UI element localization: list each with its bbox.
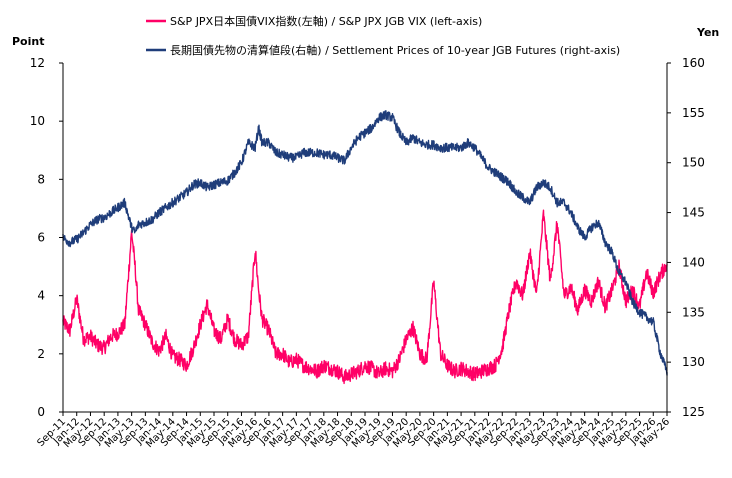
- left-axis-tick-label: 4: [37, 289, 45, 303]
- right-axis-tick-label: 130: [682, 355, 705, 369]
- left-axis-tick-label: 8: [37, 172, 45, 186]
- left-axis-tick-label: 0: [37, 405, 45, 419]
- right-axis-tick-label: 155: [682, 106, 705, 120]
- right-axis-tick-label: 125: [682, 405, 705, 419]
- legend-label-vix: S&P JPX日本国債VIX指数(左軸) / S&P JPX JGB VIX (…: [170, 14, 482, 28]
- series-layer: [62, 110, 668, 385]
- right-axis-unit: Yen: [696, 26, 719, 39]
- left-axis-tick-label: 2: [37, 347, 45, 361]
- right-axis-tick-label: 135: [682, 305, 705, 319]
- left-axis-tick-label: 6: [37, 231, 45, 245]
- legend-label-jgb-futures: 長期国債先物の清算値段(右軸) / Settlement Prices of 1…: [170, 43, 620, 57]
- plot-area: [63, 63, 667, 412]
- left-axis-unit: Point: [12, 35, 44, 48]
- plot-background: [63, 63, 667, 412]
- left-axis-tick-label: 10: [30, 114, 45, 128]
- axes-layer: 024681012125130135140145150155160Sep-11J…: [30, 56, 705, 450]
- right-axis-tick-label: 145: [682, 206, 705, 220]
- left-axis-tick-label: 12: [30, 56, 45, 70]
- legend: S&P JPX日本国債VIX指数(左軸) / S&P JPX JGB VIX (…: [146, 14, 620, 57]
- right-axis-tick-label: 160: [682, 56, 705, 70]
- right-axis-tick-label: 150: [682, 156, 705, 170]
- series-line-vix: [62, 209, 668, 385]
- right-axis-tick-label: 140: [682, 255, 705, 269]
- series-line-jgb-futures: [62, 110, 668, 376]
